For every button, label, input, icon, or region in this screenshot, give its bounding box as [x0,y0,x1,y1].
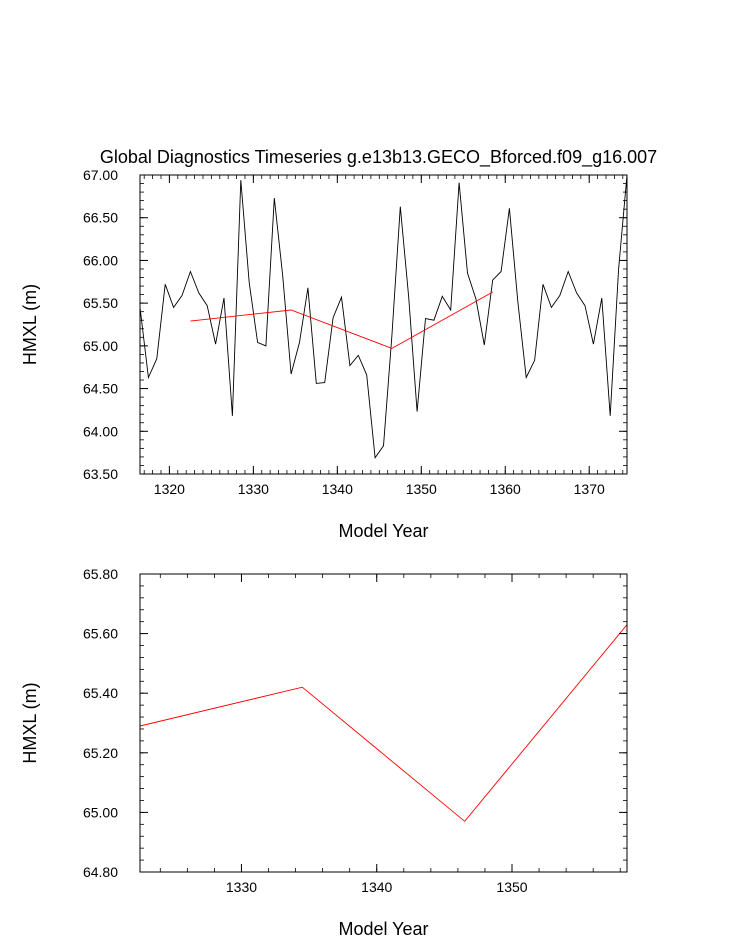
plot-frame [139,573,628,873]
y-tick-label: 65.00 [83,338,118,354]
series-line-decadal-mean [190,291,493,349]
x-tick-label: 1320 [154,481,185,497]
x-tick-label: 1350 [496,879,527,895]
x-tick-label: 1330 [226,879,257,895]
series-line-decadal-mean [140,624,627,822]
y-tick-label: 67.00 [83,167,118,183]
y-axis-label: HMXL (m) [20,284,40,365]
x-tick-label: 1340 [322,481,353,497]
x-axis-label: Model Year [338,919,428,939]
x-tick-label: 1330 [238,481,269,497]
chart-panel-1: 1320 1330 1340 1350 1360 1370 63.50 64.00 64.50 6… [20,147,657,541]
y-tick-label: 65.40 [83,685,118,701]
y-tick-label: 64.00 [83,423,118,439]
y-tick-label: 65.20 [83,745,118,761]
chart-panel-2: 1330 1340 1350 64.80 65.00 65.20 65.40 65.60 65.… [20,566,628,939]
y-tick-label: 65.60 [83,626,118,642]
y-tick-label: 65.80 [83,566,118,582]
y-tick-label: 64.50 [83,381,118,397]
y-tick-label: 63.50 [83,466,118,482]
x-tick-label: 1340 [361,879,392,895]
x-tick-label: 1350 [406,481,437,497]
y-tick-label: 65.00 [83,804,118,820]
y-axis-label: HMXL (m) [20,682,40,763]
plot-frame [139,174,628,475]
chart-title: Global Diagnostics Timeseries g.e13b13.G… [100,147,657,168]
y-tick-label: 66.00 [83,252,118,268]
x-tick-label: 1360 [490,481,521,497]
y-tick-label: 64.80 [83,864,118,880]
y-tick-label: 65.50 [83,295,118,311]
x-axis-label: Model Year [338,521,428,541]
series-line-annual [140,175,627,460]
series-group [140,624,627,822]
y-tick-label: 66.50 [83,210,118,226]
series-group [140,175,627,460]
x-tick-label: 1370 [574,481,605,497]
